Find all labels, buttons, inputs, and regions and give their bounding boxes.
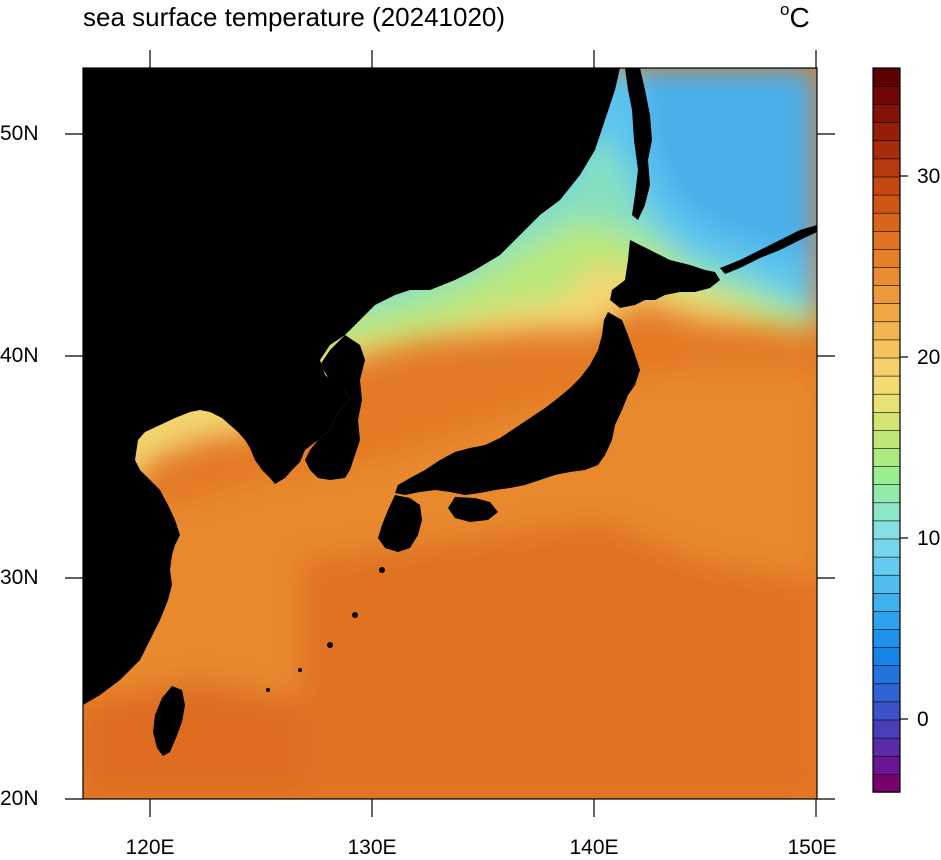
colorbar-bin [872,67,901,87]
colorbar-bin [872,755,901,775]
colorbar-bin [872,158,901,178]
colorbar-bin [872,701,901,721]
colorbar-bin [872,103,901,123]
lat-label-20n: 20N [0,787,39,810]
lat-label-30n: 30N [0,566,39,589]
colorbar-bin [872,592,901,612]
colorbar-bin [872,140,901,160]
colorbar-bin [872,284,901,305]
lon-ticks [149,50,817,817]
land-masses [83,68,817,756]
colorbar-bin [872,737,901,757]
colorbar-bin [872,538,901,558]
colorbar-bin [872,194,901,214]
colorbar-bin [872,375,901,395]
lon-label-140e: 140E [569,836,619,859]
colorbar-bin [872,683,901,703]
colorbar-bin [872,230,901,250]
colorbar-bin [872,176,901,196]
colorbar-label-0: 0 [917,708,929,731]
colorbar-bin [872,483,901,504]
colorbar [872,67,901,793]
colorbar-label-10: 10 [917,527,941,550]
colorbar-bin [872,646,901,667]
lat-label-50n: 50N [0,122,39,145]
colorbar-bin [872,574,901,594]
colorbar-bin [872,411,901,431]
map-area [83,68,817,799]
colorbar-ticks [900,175,908,720]
colorbar-frame [872,67,901,793]
colorbar-label-20: 20 [917,346,941,369]
colorbar-bin [872,429,901,449]
lat-label-40n: 40N [0,344,39,367]
colorbar-bin [872,520,901,540]
colorbar-bin [872,664,901,685]
lon-label-120e: 120E [125,836,175,859]
colorbar-bin [872,502,901,522]
colorbar-bin [872,122,901,142]
colorbar-bin [872,321,901,341]
colorbar-bin [872,465,901,486]
colorbar-bin [872,447,901,467]
lat-ticks [65,133,835,800]
lon-label-130e: 130E [347,836,397,859]
colorbar-bin [872,773,901,793]
colorbar-bin [872,719,901,739]
colorbar-bin [872,212,901,232]
colorbar-bin [872,628,901,648]
colorbar-bin [872,339,901,359]
colorbar-label-30: 30 [917,165,941,188]
units-label: oC [780,0,810,33]
colorbar-bin [872,357,901,377]
colorbar-bin [872,266,901,286]
map-frame [82,67,818,800]
colorbar-bin [872,85,901,105]
colorbar-bin [872,248,901,268]
colorbar-bin [872,556,901,576]
colorbar-bin [872,393,901,413]
map-title: sea surface temperature (20241020) [83,2,506,32]
colorbar-bin [872,610,901,630]
colorbar-bin [872,302,901,323]
lon-label-150e: 150E [787,836,837,859]
